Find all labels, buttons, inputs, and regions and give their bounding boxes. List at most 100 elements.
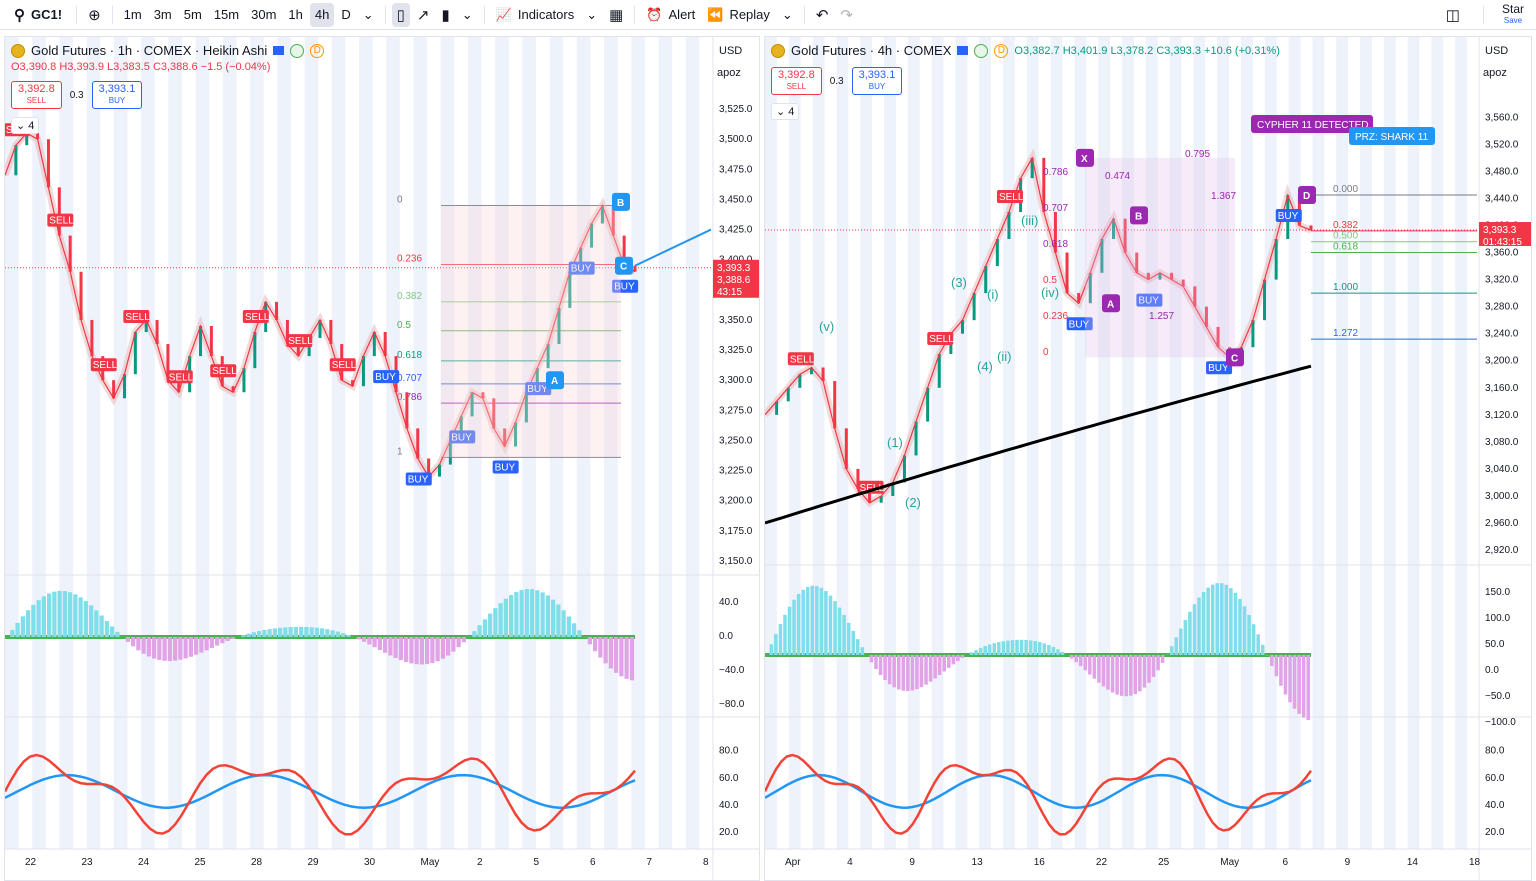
line-chart-icon[interactable]: ↗ xyxy=(416,6,430,24)
price-tick-label: 2,920.0 xyxy=(1485,545,1519,556)
buy-signal xyxy=(1275,209,1302,223)
flag-icon[interactable] xyxy=(273,46,285,55)
oscillator-bar xyxy=(167,637,172,661)
oscillator-bar xyxy=(393,637,398,658)
replay-button[interactable]: ⏪ Replay xyxy=(702,3,775,27)
collapse-indicators-button[interactable]: ⌄ 4 xyxy=(11,117,40,134)
oscillator-tick-label: −100.0 xyxy=(1485,717,1516,728)
indicators-button[interactable]: 📈 Indicators xyxy=(491,3,580,27)
currency-selector[interactable]: USD xyxy=(1485,45,1509,57)
buy-label: BUY xyxy=(868,82,886,91)
flag-icon[interactable] xyxy=(957,46,969,55)
timeframe-4h[interactable]: 4h xyxy=(309,2,335,27)
fib-level-label: 0.500 xyxy=(1333,231,1358,242)
oscillator-bar xyxy=(1042,643,1047,655)
buy-signal xyxy=(492,460,519,474)
right-chart-pane[interactable]: 3,560.03,520.03,480.03,440.03,400.03,360… xyxy=(764,36,1532,881)
price-tick-label: 3,000.0 xyxy=(1485,491,1519,502)
rsi-tick-label: 60.0 xyxy=(1485,773,1505,784)
divider xyxy=(76,5,78,24)
redo-icon[interactable]: ↷ xyxy=(840,6,853,24)
oscillator-tick-label: 50.0 xyxy=(1485,639,1505,650)
harmonic-point-label: A xyxy=(1107,299,1114,310)
timeframe-3m[interactable]: 3m xyxy=(153,7,172,22)
candles-icon[interactable]: ▯ xyxy=(391,2,410,27)
divider xyxy=(384,5,386,24)
left-chart-canvas[interactable]: 3,525.03,500.03,475.03,450.03,425.03,400… xyxy=(5,37,760,881)
timeframe-30m[interactable]: 30m xyxy=(251,7,277,22)
oscillator-bar xyxy=(896,655,901,690)
session-shading xyxy=(931,37,944,849)
currency-selector[interactable]: USD xyxy=(719,45,743,57)
price-tick-label: 3,320.0 xyxy=(1485,275,1519,286)
oscillator-bar xyxy=(535,590,540,637)
bars-icon[interactable]: ▮ xyxy=(441,6,450,24)
right-chart-canvas[interactable]: 3,560.03,520.03,480.03,440.03,400.03,360… xyxy=(765,37,1532,881)
oscillator-bar xyxy=(792,599,796,655)
left-chart-pane[interactable]: 3,525.03,500.03,475.03,450.03,425.03,400… xyxy=(4,36,760,881)
session-shading xyxy=(1455,37,1468,849)
divider xyxy=(483,5,485,24)
price-tick-label: 3,250.0 xyxy=(719,435,753,446)
buy-label: BUY xyxy=(108,96,126,105)
timeframe-1h[interactable]: 1h xyxy=(288,7,303,22)
oscillator-bar xyxy=(1106,655,1110,690)
oscillator-bar xyxy=(1169,646,1174,655)
oscillator-bar xyxy=(1220,583,1224,655)
timeframe-1m[interactable]: 1m xyxy=(123,7,142,22)
oscillator-bar xyxy=(774,633,778,655)
buy-signal xyxy=(449,430,476,444)
candle xyxy=(891,482,895,496)
undo-icon[interactable]: ↶ xyxy=(815,6,829,24)
oscillator-bar xyxy=(1242,606,1247,655)
buy-button[interactable]: 3,393.1 BUY xyxy=(851,67,903,95)
oscillator-bar xyxy=(409,637,414,664)
timeframe-5m[interactable]: 5m xyxy=(183,7,202,22)
oscillator-bar xyxy=(1124,655,1128,697)
collapse-indicators-button[interactable]: ⌄ 4 xyxy=(771,103,800,120)
oscillator-bar xyxy=(1238,598,1242,655)
signal-label: BUY xyxy=(375,372,396,383)
price-tick-label: 3,160.0 xyxy=(1485,383,1519,394)
replay-dropdown-icon[interactable]: ⌄ xyxy=(781,6,793,22)
signal-label: BUY xyxy=(451,432,472,443)
time-tick-label: May xyxy=(1220,857,1239,868)
candle xyxy=(902,455,906,483)
oscillator-bar xyxy=(425,637,430,665)
price-tick-label: 3,240.0 xyxy=(1485,329,1519,340)
oscillator-bar xyxy=(524,589,529,637)
candle xyxy=(590,223,594,248)
replay-label: Replay xyxy=(729,7,770,22)
price-tick-label: 3,275.0 xyxy=(719,405,753,416)
oscillator-bar xyxy=(598,637,603,658)
symbol-search[interactable]: ⚲ GC1! xyxy=(6,6,70,24)
signal-label: BUY xyxy=(614,282,635,293)
oscillator-bar xyxy=(482,619,487,637)
timeframe-d[interactable]: D xyxy=(341,7,351,22)
alert-button[interactable]: ⏰ Alert xyxy=(641,3,700,27)
chart-type-dropdown-icon[interactable]: ⌄ xyxy=(461,6,473,22)
sell-button[interactable]: 3,392.8 SELL xyxy=(11,81,62,109)
candle xyxy=(821,367,825,382)
sell-button[interactable]: 3,392.8 SELL xyxy=(771,67,822,95)
symbol-label: GC1! xyxy=(31,7,63,22)
oscillator-tick-label: 0.0 xyxy=(719,631,733,642)
candle xyxy=(46,139,50,188)
layout-panel-icon[interactable]: ◫ xyxy=(1445,7,1460,24)
candle xyxy=(1077,293,1081,304)
timeframe-dropdown-icon[interactable]: ⌄ xyxy=(362,6,374,22)
time-tick-label: 22 xyxy=(1096,857,1108,868)
scale-mode[interactable]: apoz xyxy=(717,67,741,79)
compare-add-icon[interactable]: ⊕ xyxy=(88,6,101,24)
candle xyxy=(1007,211,1011,240)
timeframe-15m[interactable]: 15m xyxy=(213,7,240,22)
star-save-button[interactable]: Star Save xyxy=(1502,3,1524,26)
oscillator-bar xyxy=(456,637,461,648)
oscillator-bar xyxy=(974,649,978,655)
oscillator-bar xyxy=(947,655,951,668)
scale-mode[interactable]: apoz xyxy=(1483,67,1507,79)
indicators-dropdown-icon[interactable]: ⌄ xyxy=(586,6,598,22)
layout-grid-icon[interactable]: ▦ xyxy=(609,6,624,24)
oscillator-bar xyxy=(341,633,346,637)
buy-button[interactable]: 3,393.1 BUY xyxy=(91,81,143,109)
